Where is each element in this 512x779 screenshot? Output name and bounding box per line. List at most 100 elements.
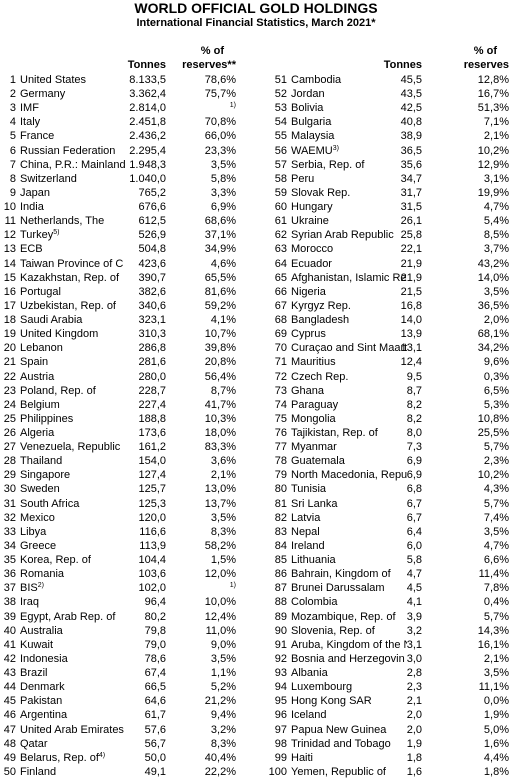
tonnes: 4,7 bbox=[406, 568, 422, 581]
rank: 51 bbox=[274, 74, 287, 86]
rank: 79 bbox=[274, 469, 287, 482]
rank: 54 bbox=[274, 116, 287, 129]
country-name: Denmark bbox=[20, 681, 65, 694]
country: Yemen, Republic of bbox=[291, 766, 407, 779]
rank: 17 bbox=[3, 299, 16, 312]
country-name: Libya bbox=[20, 525, 47, 538]
country: Trinidad and Tobago bbox=[291, 738, 407, 751]
country-name: Sweden bbox=[20, 483, 60, 496]
tonnes: 64,6 bbox=[144, 695, 166, 708]
country-name: Russian Federation bbox=[20, 144, 116, 157]
country: Denmark bbox=[20, 681, 132, 694]
rank: 31 bbox=[3, 497, 16, 510]
tonnes: 116,6 bbox=[139, 525, 166, 538]
country: Afghanistan, Islamic Re bbox=[291, 272, 407, 285]
country-name: Belgium bbox=[20, 398, 60, 411]
pct-reserves: 16,1% bbox=[477, 638, 509, 651]
pct-reserves: 10,2% bbox=[477, 144, 509, 157]
tonnes: 382,6 bbox=[138, 285, 166, 298]
rank: 9 bbox=[9, 186, 16, 199]
rank: 87 bbox=[274, 582, 287, 595]
pct-reserves: 9,6% bbox=[483, 356, 509, 369]
tonnes: 35,6 bbox=[400, 158, 422, 171]
country-name: North Macedonia, Repu bbox=[291, 469, 407, 482]
rank: 32 bbox=[3, 511, 16, 524]
country: Turkey5) bbox=[20, 229, 132, 242]
rank: 26 bbox=[3, 427, 16, 439]
country-name: Sri Lanka bbox=[291, 497, 338, 510]
pct-reserves: 3,5% bbox=[483, 285, 509, 298]
country-name: Mozambique, Rep. of bbox=[291, 610, 396, 623]
tonnes: 161,2 bbox=[138, 441, 166, 454]
country: Haiti bbox=[291, 752, 407, 765]
country: Portugal bbox=[20, 286, 132, 299]
tonnes: 1,6 bbox=[406, 765, 422, 778]
pct-reserves: 8,3% bbox=[210, 737, 236, 750]
country-name: WAEMU bbox=[291, 144, 333, 157]
pct-reserves: 14,3% bbox=[477, 624, 509, 637]
pct-reserves: 10,0% bbox=[204, 596, 236, 609]
country-name: Kuwait bbox=[20, 638, 54, 651]
country: Lithuania bbox=[291, 554, 407, 567]
rank: 39 bbox=[3, 610, 16, 623]
country: WAEMU3) bbox=[291, 145, 407, 158]
country-name: Myanmar bbox=[291, 441, 337, 454]
country: Finland bbox=[20, 766, 132, 779]
tonnes: 125,7 bbox=[138, 483, 166, 496]
rank: 81 bbox=[274, 497, 287, 510]
tonnes: 79,8 bbox=[144, 624, 166, 637]
country: Peru bbox=[291, 173, 407, 186]
rank: 47 bbox=[3, 723, 16, 736]
pct-reserves: 18,0% bbox=[204, 427, 236, 439]
rank: 33 bbox=[3, 525, 16, 538]
country: Slovak Rep. bbox=[291, 187, 407, 200]
rank: 58 bbox=[274, 172, 287, 185]
country: Hong Kong SAR bbox=[291, 695, 407, 708]
country: Spain bbox=[20, 356, 132, 369]
tonnes: 80,2 bbox=[144, 610, 166, 623]
tonnes: 2,0 bbox=[406, 709, 422, 722]
country: Syrian Arab Republic bbox=[291, 229, 407, 242]
tonnes: 21,5 bbox=[400, 285, 422, 298]
tonnes: 125,3 bbox=[138, 497, 166, 510]
pct-reserves: 1,5% bbox=[210, 554, 236, 567]
pct-reserves: 4,7% bbox=[483, 539, 509, 552]
pct-reserves: 10,2% bbox=[477, 469, 509, 482]
pct-reserves: 68,6% bbox=[204, 215, 236, 228]
country: Ukraine bbox=[291, 215, 407, 228]
pct-note: 1) bbox=[229, 582, 236, 590]
rank: 16 bbox=[3, 285, 16, 298]
country-name: Albania bbox=[291, 667, 328, 680]
tonnes: 612,5 bbox=[138, 215, 166, 228]
country: Philippines bbox=[20, 413, 132, 426]
pct-reserves: 6,5% bbox=[483, 384, 509, 397]
rank: 30 bbox=[3, 483, 16, 496]
country: Guatemala bbox=[291, 455, 407, 468]
country-name: Bahrain, Kingdom of bbox=[291, 568, 391, 581]
country: Slovenia, Rep. of bbox=[291, 625, 407, 638]
rank: 35 bbox=[3, 554, 16, 567]
tonnes: 6,8 bbox=[406, 483, 422, 496]
country-name: Mexico bbox=[20, 511, 55, 524]
country-name: Philippines bbox=[20, 412, 74, 425]
rank: 53 bbox=[274, 102, 287, 115]
footnote-ref: 3) bbox=[332, 144, 339, 152]
tonnes: 286,8 bbox=[138, 342, 166, 355]
country-name: United Arab Emirates bbox=[20, 723, 124, 736]
tonnes: 6,9 bbox=[406, 469, 422, 482]
rank: 69 bbox=[274, 328, 287, 341]
country: Bahrain, Kingdom of bbox=[291, 568, 407, 581]
country-name: Hungary bbox=[291, 201, 333, 214]
pct-reserves: 36,5% bbox=[477, 299, 509, 312]
tonnes: 38,9 bbox=[400, 130, 422, 143]
rank: 40 bbox=[3, 624, 16, 637]
pct-reserves: 11,4% bbox=[478, 568, 509, 581]
rank: 48 bbox=[3, 737, 16, 750]
country: Kuwait bbox=[20, 639, 132, 652]
pct-reserves: 12,4% bbox=[204, 610, 236, 623]
pct-reserves: 22,2% bbox=[204, 765, 236, 778]
rank: 55 bbox=[274, 130, 287, 143]
rank: 70 bbox=[274, 342, 287, 355]
header-tonnes: Tonnes bbox=[383, 59, 422, 71]
pct-reserves: 0,3% bbox=[483, 370, 509, 383]
